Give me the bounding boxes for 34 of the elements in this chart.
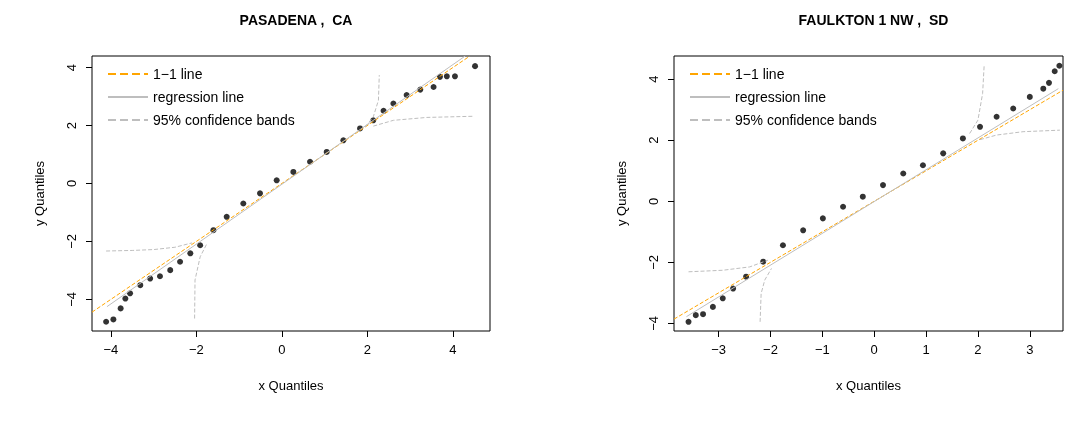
legend-label: 95% confidence bands	[153, 112, 295, 128]
legend-label: regression line	[153, 89, 245, 105]
x-tick-label: 2	[974, 342, 982, 357]
x-tick-label: 1	[922, 342, 930, 357]
chart-title: PASADENA , CA	[239, 12, 353, 28]
legend-label: 95% confidence bands	[735, 112, 877, 128]
x-tick-label: −1	[814, 342, 830, 357]
legend-label: regression line	[735, 89, 827, 105]
y-tick-label: 0	[64, 179, 79, 188]
y-tick-label: −2	[64, 234, 79, 249]
y-tick-label: 2	[646, 136, 661, 144]
y-axis-title: y Quantiles	[614, 160, 629, 227]
x-tick-label: 3	[1026, 342, 1034, 357]
x-axis-title: x Quantiles	[258, 378, 325, 393]
legend-label: 1−1 line	[153, 66, 203, 82]
y-tick-label: 4	[646, 75, 661, 83]
x-tick-label: −2	[763, 342, 778, 357]
x-tick-label: −4	[103, 342, 119, 357]
y-tick-label: 0	[646, 197, 661, 205]
y-tick-label: 4	[64, 63, 79, 72]
x-tick-label: 0	[870, 342, 878, 357]
y-tick-label: −4	[646, 315, 661, 331]
chart-title: FAULKTON 1 NW , SD	[798, 12, 949, 28]
legend-label: 1−1 line	[735, 66, 785, 82]
x-tick-label: −2	[188, 342, 204, 357]
x-tick-label: 4	[449, 342, 457, 357]
x-tick-label: −3	[711, 342, 727, 357]
x-tick-label: 0	[278, 342, 286, 357]
y-axis-title: y Quantiles	[32, 160, 47, 227]
x-tick-label: 2	[363, 342, 371, 357]
y-tick-label: −4	[64, 292, 79, 307]
y-tick-label: 2	[64, 121, 79, 130]
y-tick-label: −2	[646, 254, 661, 270]
x-axis-title: x Quantiles	[835, 378, 902, 393]
